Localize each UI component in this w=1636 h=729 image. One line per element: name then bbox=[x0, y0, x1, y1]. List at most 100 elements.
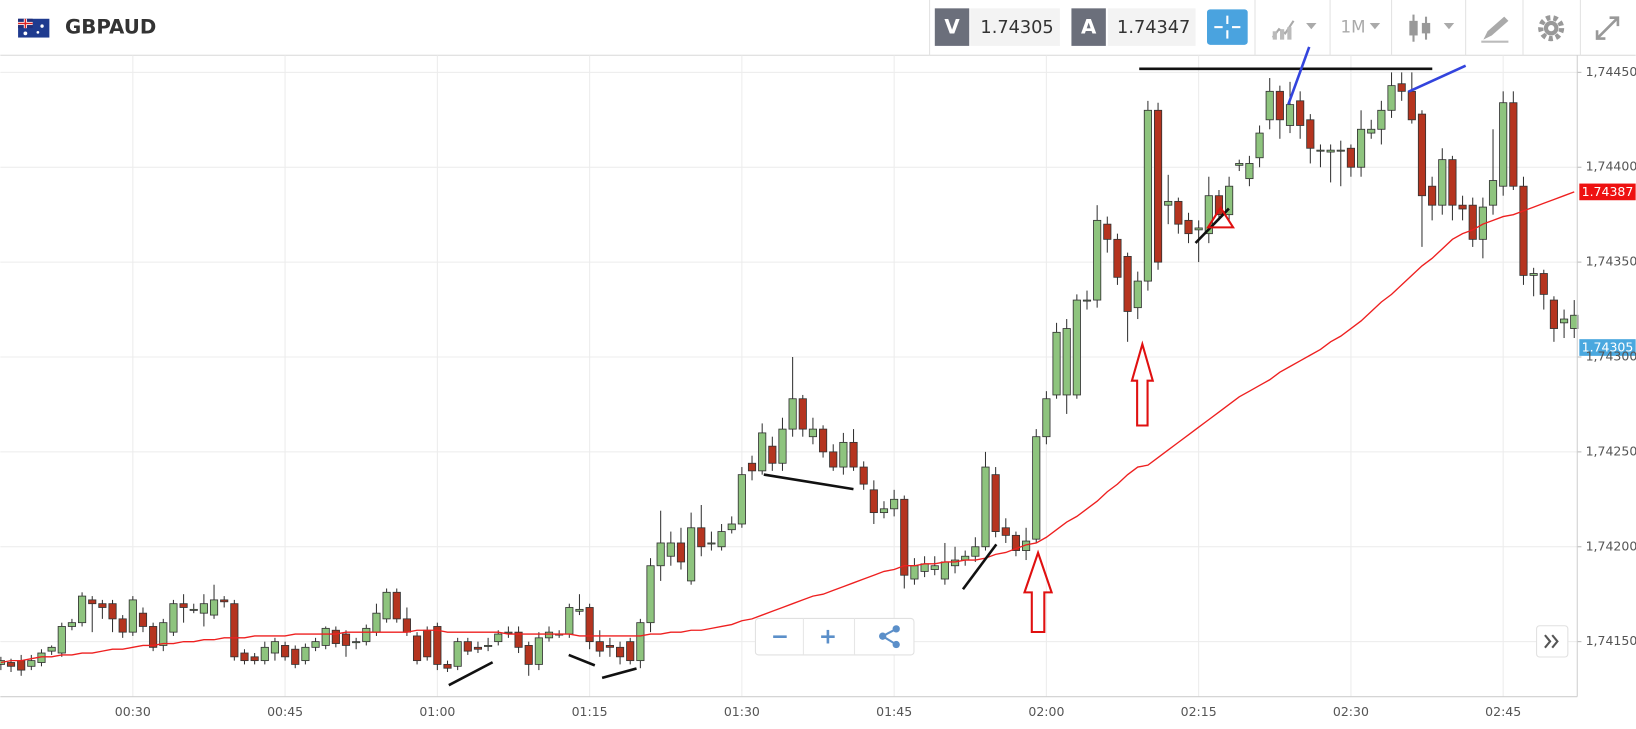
plot-layer bbox=[0, 72, 1579, 676]
header-bar bbox=[0, 0, 1636, 56]
candle-body bbox=[1265, 90, 1274, 121]
trend-line bbox=[1407, 64, 1467, 93]
candle-body bbox=[747, 462, 757, 472]
candle-body bbox=[118, 618, 127, 633]
candle-body bbox=[697, 527, 706, 548]
candle-body bbox=[1326, 149, 1335, 153]
x-tick-label: 01:45 bbox=[876, 704, 912, 719]
x-tick-label: 02:45 bbox=[1485, 704, 1521, 719]
chart-type-button[interactable] bbox=[1271, 20, 1317, 40]
arrow-marker bbox=[1023, 549, 1054, 634]
candle-body bbox=[900, 498, 909, 576]
timeframe-button[interactable]: 1M bbox=[1341, 18, 1381, 37]
trend-line bbox=[568, 653, 596, 667]
candle-body bbox=[1296, 100, 1305, 126]
candle-body bbox=[169, 603, 178, 633]
x-tick-label: 01:15 bbox=[572, 704, 608, 719]
candle-body bbox=[1387, 85, 1396, 111]
candle-body bbox=[1458, 204, 1467, 210]
x-tick-label: 01:00 bbox=[419, 704, 455, 719]
buy-button[interactable]: A 1.74347 bbox=[1071, 8, 1196, 46]
candle-body bbox=[717, 531, 726, 548]
zoom-controls bbox=[754, 617, 915, 656]
zoom-in-button[interactable] bbox=[821, 629, 835, 644]
timeframe: 1M bbox=[1341, 18, 1366, 37]
candle-body bbox=[1448, 159, 1457, 206]
candle-body bbox=[453, 641, 462, 667]
trend-line bbox=[601, 667, 637, 680]
arrow-marker bbox=[1130, 340, 1155, 427]
candle-body bbox=[494, 633, 503, 643]
flag-icon bbox=[18, 18, 50, 38]
symbol: GBPAUD bbox=[65, 16, 156, 39]
crosshair-button[interactable] bbox=[1207, 9, 1248, 45]
candle-body bbox=[1153, 109, 1163, 263]
candle-body bbox=[1164, 200, 1173, 206]
candle-body bbox=[443, 663, 452, 669]
candle-body bbox=[778, 428, 787, 464]
candle-body bbox=[940, 561, 949, 580]
candle-body bbox=[301, 646, 310, 662]
scroll-latest-button[interactable] bbox=[1536, 625, 1569, 658]
candle-body bbox=[707, 542, 716, 545]
y-tick-label: 1,74350 bbox=[1586, 254, 1636, 269]
share-button[interactable] bbox=[879, 625, 900, 649]
candle-body bbox=[209, 599, 219, 616]
candle-body bbox=[199, 603, 208, 614]
triangle-marker bbox=[1206, 205, 1235, 229]
candle-body bbox=[737, 474, 746, 525]
sell-price-box bbox=[970, 8, 1060, 46]
draw-tool-button[interactable] bbox=[1481, 16, 1509, 43]
candle-body bbox=[281, 645, 290, 658]
candle-body bbox=[149, 626, 158, 648]
candle-body bbox=[1062, 328, 1071, 396]
y-tick-label: 1,74400 bbox=[1586, 159, 1636, 174]
x-tick-label: 00:45 bbox=[267, 704, 303, 719]
candle-body bbox=[1519, 185, 1528, 276]
candle-body bbox=[1184, 219, 1193, 235]
x-tick-label: 02:00 bbox=[1028, 704, 1064, 719]
candle-body bbox=[1093, 219, 1102, 301]
candle-body bbox=[585, 607, 594, 643]
trend-line bbox=[1287, 46, 1311, 105]
candle-body bbox=[311, 641, 320, 648]
candle-body bbox=[159, 622, 168, 646]
candle-body bbox=[788, 398, 797, 430]
y-tick-label: 1,74250 bbox=[1586, 443, 1636, 458]
candle-body bbox=[1011, 534, 1021, 551]
candle-body bbox=[138, 612, 148, 627]
fullscreen-button[interactable] bbox=[1595, 16, 1620, 40]
candle-style-button[interactable] bbox=[1409, 14, 1455, 42]
candle-body bbox=[646, 565, 655, 624]
candle-body bbox=[910, 565, 919, 580]
candle-body bbox=[47, 646, 56, 652]
candle-body bbox=[6, 662, 16, 667]
candle-body bbox=[1316, 149, 1325, 152]
settings-button[interactable] bbox=[1538, 15, 1565, 42]
buy-price-box bbox=[1107, 8, 1196, 46]
candle-body bbox=[1529, 273, 1538, 276]
candle-body bbox=[382, 591, 391, 620]
candle-body bbox=[514, 631, 523, 648]
candle-body bbox=[1346, 147, 1355, 168]
y-tick-label: 1,74450 bbox=[1586, 64, 1636, 79]
candle-body bbox=[1539, 273, 1548, 295]
sell-button[interactable]: V 1.74305 bbox=[934, 8, 1060, 46]
candle-body bbox=[565, 607, 574, 635]
candle-body bbox=[321, 627, 330, 646]
candle-body bbox=[1438, 159, 1447, 206]
candle-body bbox=[656, 542, 665, 567]
candle-body bbox=[930, 565, 939, 570]
candle-body bbox=[1509, 102, 1518, 187]
candle-body bbox=[1123, 256, 1132, 312]
price-marker-label: 1.74387 bbox=[1582, 184, 1634, 199]
candle-body bbox=[260, 646, 269, 662]
candle-body bbox=[423, 629, 432, 658]
candle-body bbox=[463, 641, 472, 652]
candle-body bbox=[1428, 185, 1437, 206]
candle-body bbox=[1488, 180, 1498, 206]
x-tick-label: 01:30 bbox=[724, 704, 760, 719]
candle-body bbox=[433, 626, 442, 665]
trend-line bbox=[1194, 207, 1230, 244]
